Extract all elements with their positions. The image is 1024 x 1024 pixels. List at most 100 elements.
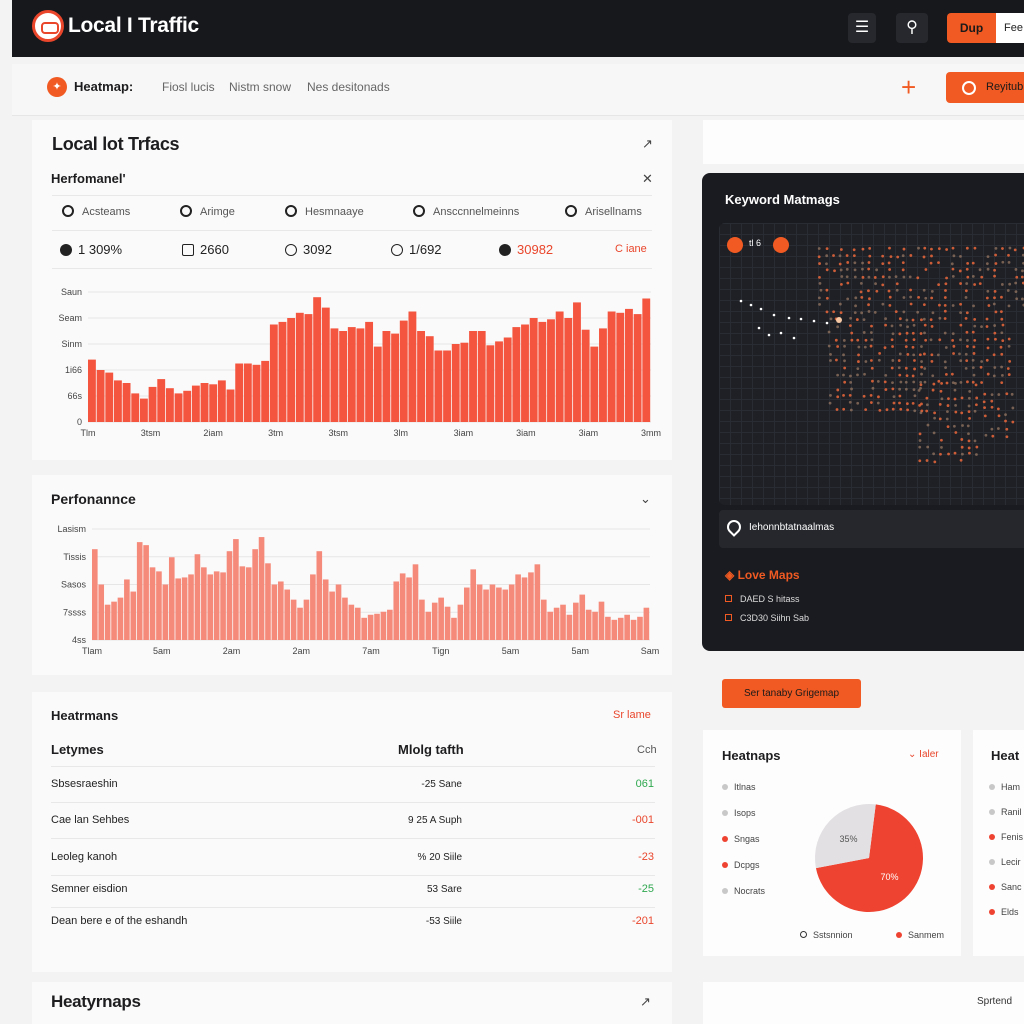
bar[interactable] xyxy=(611,619,618,640)
bar[interactable] xyxy=(633,314,642,422)
bar[interactable] xyxy=(529,318,538,422)
bar[interactable] xyxy=(209,384,218,422)
bar[interactable] xyxy=(104,604,111,640)
bar[interactable] xyxy=(547,611,553,640)
pie-slice[interactable] xyxy=(815,804,876,869)
search-icon[interactable]: ⚲ xyxy=(896,13,928,43)
bar[interactable] xyxy=(387,609,393,640)
panel-action[interactable]: Sr lame xyxy=(613,709,651,721)
bar[interactable] xyxy=(321,307,330,422)
bar[interactable] xyxy=(243,363,252,423)
bar[interactable] xyxy=(313,297,322,422)
bar[interactable] xyxy=(605,616,611,640)
bar[interactable] xyxy=(149,567,156,640)
bar[interactable] xyxy=(330,328,339,422)
bar[interactable] xyxy=(373,346,382,422)
bar[interactable] xyxy=(348,604,355,640)
bar[interactable] xyxy=(207,574,214,640)
card-action[interactable]: ⌄ Ialer xyxy=(908,749,939,760)
row-name[interactable]: Dean bere e of the eshandh xyxy=(51,915,188,927)
bar[interactable] xyxy=(278,321,287,422)
bar[interactable] xyxy=(408,311,417,423)
bar[interactable] xyxy=(310,574,316,640)
expand-icon[interactable]: ↗ xyxy=(640,994,651,1009)
bar[interactable] xyxy=(367,614,374,640)
bar[interactable] xyxy=(540,599,547,640)
bar[interactable] xyxy=(239,566,246,640)
bar[interactable] xyxy=(412,564,419,640)
bar[interactable] xyxy=(290,599,297,640)
bar[interactable] xyxy=(444,606,451,640)
bar[interactable] xyxy=(168,557,175,640)
bar[interactable] xyxy=(88,359,96,422)
bar[interactable] xyxy=(245,567,252,640)
bar[interactable] xyxy=(470,569,477,640)
bar[interactable] xyxy=(564,318,573,422)
bar[interactable] xyxy=(502,589,509,640)
bar[interactable] xyxy=(425,336,434,422)
bar[interactable] xyxy=(617,617,624,640)
bar[interactable] xyxy=(457,604,464,640)
bar[interactable] xyxy=(181,577,188,640)
bar[interactable] xyxy=(261,360,270,422)
bar[interactable] xyxy=(534,564,541,640)
bar[interactable] xyxy=(553,607,560,640)
bar[interactable] xyxy=(560,604,566,640)
bar[interactable] xyxy=(607,311,616,423)
bar[interactable] xyxy=(162,584,169,641)
bar[interactable] xyxy=(624,614,630,640)
metric-extra[interactable]: C iane xyxy=(615,243,647,255)
bar[interactable] xyxy=(477,331,486,422)
bar[interactable] xyxy=(538,321,547,422)
bar[interactable] xyxy=(297,607,303,640)
bar[interactable] xyxy=(96,370,105,422)
bar[interactable] xyxy=(495,341,503,422)
bar[interactable] xyxy=(438,597,444,640)
bar[interactable] xyxy=(382,331,391,422)
bar[interactable] xyxy=(496,587,502,640)
bar[interactable] xyxy=(217,380,226,422)
bar[interactable] xyxy=(508,584,515,641)
bar[interactable] xyxy=(579,594,586,640)
bar[interactable] xyxy=(393,581,400,640)
bar[interactable] xyxy=(139,398,148,422)
bar[interactable] xyxy=(252,364,261,422)
menu-icon[interactable]: ☰ xyxy=(848,13,876,43)
bar[interactable] xyxy=(476,584,483,641)
bar[interactable] xyxy=(451,617,457,640)
bar[interactable] xyxy=(278,581,284,640)
bar[interactable] xyxy=(643,607,650,640)
bar[interactable] xyxy=(226,389,235,423)
bar[interactable] xyxy=(200,383,209,422)
bar[interactable] xyxy=(489,584,496,641)
bar[interactable] xyxy=(483,589,489,640)
fee-button[interactable]: Fee xyxy=(996,13,1024,43)
bar[interactable] xyxy=(555,311,564,423)
bar[interactable] xyxy=(269,324,278,423)
bar[interactable] xyxy=(434,350,443,423)
bar[interactable] xyxy=(174,393,183,422)
bar[interactable] xyxy=(156,571,162,640)
bar[interactable] xyxy=(117,597,124,640)
bar[interactable] xyxy=(213,571,220,640)
bar[interactable] xyxy=(630,619,637,640)
bar[interactable] xyxy=(92,549,98,640)
map-strip[interactable]: Iehonnbtatnaalmas xyxy=(719,510,1024,548)
add-icon[interactable]: + xyxy=(901,72,917,102)
bar[interactable] xyxy=(521,324,529,423)
bar[interactable] xyxy=(599,328,607,422)
bar[interactable] xyxy=(592,611,598,640)
cta-button[interactable]: Reyitub xyxy=(946,72,1024,103)
bar[interactable] xyxy=(566,614,573,640)
subnav-link-1[interactable]: Fiosl lucis xyxy=(162,80,215,94)
dup-button[interactable]: Dup xyxy=(947,13,996,43)
bar[interactable] xyxy=(365,321,374,422)
bar[interactable] xyxy=(451,344,460,422)
subnav-link-2[interactable]: Nistm snow xyxy=(229,80,292,94)
bar[interactable] xyxy=(136,542,143,640)
bar[interactable] xyxy=(194,554,201,640)
bar[interactable] xyxy=(191,385,200,422)
bar[interactable] xyxy=(201,567,207,640)
bar[interactable] xyxy=(335,584,342,641)
bar[interactable] xyxy=(303,599,310,640)
